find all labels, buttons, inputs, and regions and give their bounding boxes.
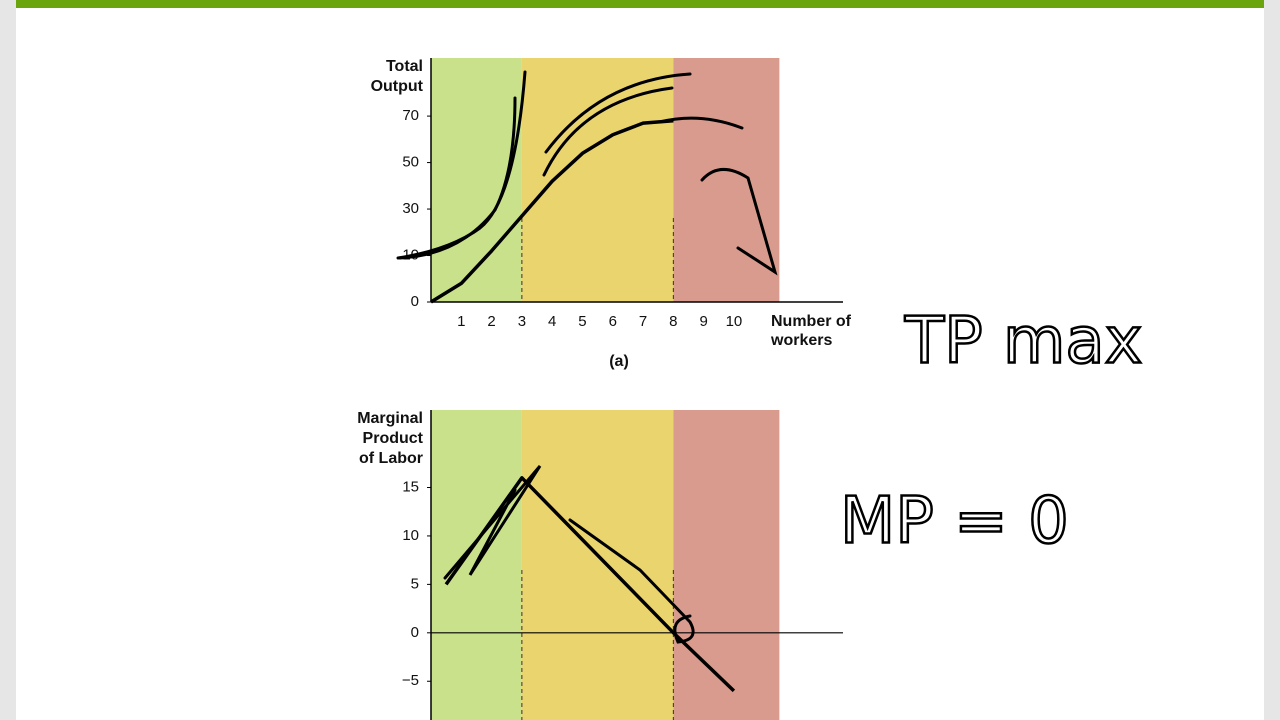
region [521,410,674,720]
y-axis-label: Total [386,58,423,75]
y-tick-label: 50 [402,154,419,171]
y-tick-label: 70 [402,107,419,124]
top-bar [16,0,1264,8]
y-axis-label: Product [363,430,424,447]
y-tick-label: 15 [402,478,419,495]
y-tick-label: 30 [402,200,419,217]
region [673,410,780,720]
handwritten-annotation: TP max [904,305,1142,379]
handwritten-annotation: MP = 0 [840,485,1069,559]
x-axis-label: workers [770,332,832,349]
x-tick-label: 2 [487,313,495,330]
x-tick-label: 7 [639,313,647,330]
y-axis-label: Marginal [357,410,423,427]
region [673,58,780,302]
x-tick-label: 1 [457,313,465,330]
data-line [430,118,674,304]
x-tick-label: 8 [669,313,677,330]
y-tick-label: 0 [411,293,419,310]
x-tick-label: 4 [548,313,556,330]
y-tick-label: 0 [411,624,419,641]
x-axis-label: Number of [771,313,852,330]
y-axis-label: of Labor [359,450,423,467]
region [521,58,674,302]
x-tick-label: 5 [578,313,586,330]
y-tick-label: 5 [411,575,419,592]
y-axis-label: Output [371,78,424,95]
caption: (a) [609,353,629,370]
handwriting-strokes [396,70,778,644]
y-tick-label: 10 [402,527,419,544]
y-tick-label: −5 [402,672,419,689]
x-tick-label: 9 [699,313,707,330]
x-tick-label: 10 [726,313,743,330]
x-tick-label: 6 [609,313,617,330]
x-tick-label: 3 [518,313,526,330]
